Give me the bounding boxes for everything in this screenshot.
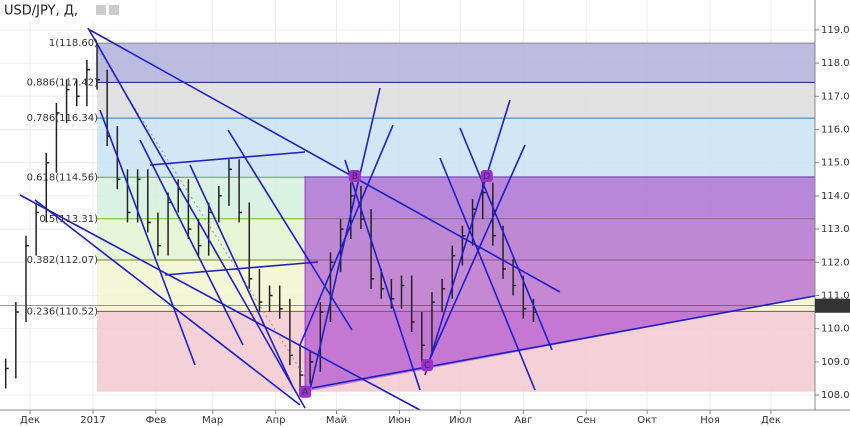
trend-line bbox=[424, 99, 511, 376]
fib-label: 1(118.60) bbox=[49, 38, 98, 49]
fib-label: 0.786(116.34) bbox=[27, 113, 99, 124]
pattern-point bbox=[421, 359, 434, 372]
y-tick-label: 115.00 bbox=[821, 158, 850, 169]
y-tick-label: 114.00 bbox=[821, 191, 850, 202]
trend-line bbox=[89, 29, 561, 293]
pattern-label: A bbox=[302, 388, 309, 398]
trend-line bbox=[139, 139, 244, 346]
fib-label: 0.382(112.07) bbox=[27, 255, 99, 266]
y-tick-label: 111.00 bbox=[821, 290, 850, 301]
x-tick-label: Авг bbox=[514, 415, 532, 426]
x-tick-label: Окт bbox=[637, 415, 657, 426]
trend-line bbox=[424, 144, 526, 371]
fib-band bbox=[97, 43, 816, 83]
x-tick-label: Мар bbox=[202, 415, 223, 426]
x-tick-label: Сен bbox=[576, 415, 596, 426]
trend-line bbox=[34, 199, 301, 406]
time-axis-panel bbox=[0, 410, 850, 427]
foreground: 1(118.60) 0.886(117.42) 0.786(116.34) 0.618… bbox=[0, 38, 815, 398]
dotted-line bbox=[94, 44, 311, 386]
y-tick-label: 116.00 bbox=[821, 124, 850, 135]
y-tick-label: 108.00 bbox=[821, 390, 850, 401]
x-tick-label: Июн bbox=[388, 415, 410, 426]
pattern-point bbox=[348, 169, 361, 182]
fib-label: 0.5(113.31) bbox=[39, 214, 98, 225]
trend-line bbox=[189, 164, 293, 386]
last-price-label: 110.69 bbox=[818, 301, 850, 312]
trend-line bbox=[99, 109, 196, 366]
trend-line bbox=[439, 157, 536, 391]
y-tick-label: 117.00 bbox=[821, 91, 850, 102]
y-tick-label: 110.00 bbox=[821, 324, 850, 335]
pattern-label: D bbox=[483, 172, 490, 182]
trend-lines bbox=[19, 27, 816, 411]
pattern-label: C bbox=[424, 361, 430, 371]
y-tick-label: 109.00 bbox=[821, 357, 850, 368]
fib-label: 0.618(114.56) bbox=[27, 172, 99, 183]
pattern-point bbox=[299, 385, 312, 398]
x-tick-label: Июл bbox=[449, 415, 471, 426]
fib-band bbox=[97, 118, 816, 178]
x-tick-label: Фев bbox=[146, 415, 167, 426]
header-bg bbox=[0, 0, 125, 22]
x-tick-label: 2017 bbox=[80, 415, 105, 426]
price-axis-panel bbox=[815, 0, 850, 427]
trend-line bbox=[87, 27, 306, 409]
y-tick-label: 112.00 bbox=[821, 257, 850, 268]
pattern-label: B bbox=[352, 172, 358, 182]
y-tick-label: 113.00 bbox=[821, 224, 850, 235]
y-tick-label: 119.00 bbox=[821, 25, 850, 36]
trend-line bbox=[459, 127, 553, 351]
pattern-point bbox=[480, 169, 493, 182]
trend-line bbox=[344, 159, 421, 391]
x-tick-label: Апр bbox=[266, 415, 286, 426]
x-tick-label: Ноя bbox=[700, 415, 720, 426]
y-tick-label: 118.00 bbox=[821, 58, 850, 69]
trend-line bbox=[311, 295, 816, 389]
settings-icon[interactable] bbox=[96, 5, 106, 15]
close-icon[interactable] bbox=[109, 5, 119, 15]
x-tick-label: Дек bbox=[761, 415, 781, 426]
fib-label: 0.886(117.42) bbox=[27, 77, 99, 88]
fib-label: 0.236(110.52) bbox=[27, 306, 99, 317]
chart-title: USD/JPY, Д, bbox=[4, 4, 78, 19]
trend-line bbox=[19, 194, 421, 411]
last-price-box bbox=[815, 298, 850, 313]
trend-line bbox=[149, 151, 306, 166]
fib-band bbox=[97, 82, 816, 119]
x-tick-label: Дек bbox=[20, 415, 40, 426]
trend-line bbox=[299, 124, 394, 346]
x-tick-label: Май bbox=[326, 415, 347, 426]
background bbox=[0, 0, 816, 410]
trend-line bbox=[164, 261, 319, 276]
